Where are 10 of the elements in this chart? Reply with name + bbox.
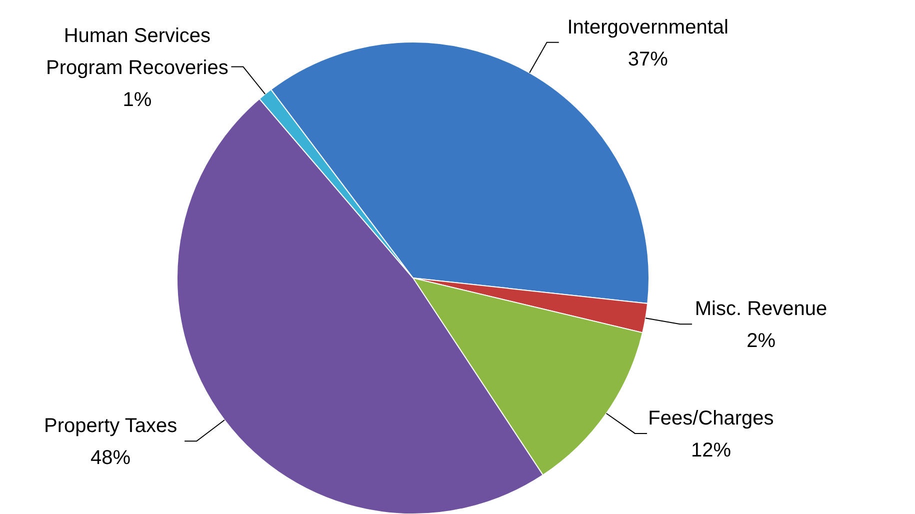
data-label: 2% — [746, 330, 776, 352]
slice-label: Human Services Program Recoveries — [46, 24, 228, 79]
slice-label: Property Taxes — [44, 415, 178, 438]
data-label: 37% — [628, 48, 668, 70]
slice-label: Intergovernmental — [567, 16, 728, 38]
slice-label: Fees/Charges — [648, 407, 774, 430]
data-label: 12% — [690, 439, 732, 462]
data-label: 1% — [122, 88, 152, 111]
data-label: 48% — [90, 447, 131, 470]
slice-label: Misc. Revenue — [694, 298, 828, 320]
